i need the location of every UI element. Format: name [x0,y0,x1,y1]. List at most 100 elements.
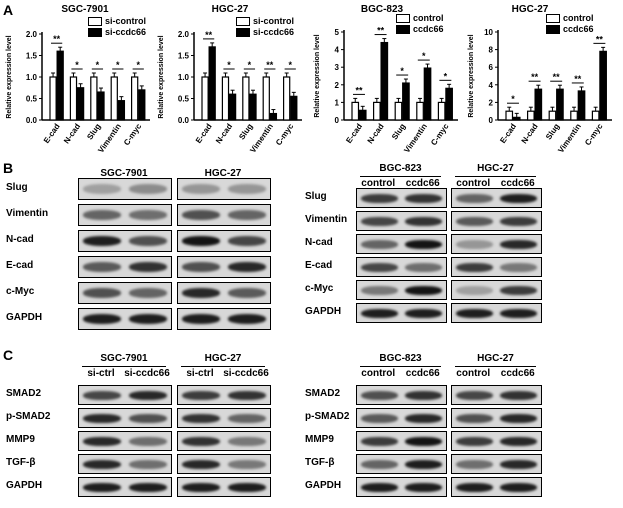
blot-group-title: HGC-27 [204,168,242,179]
y-tick-label: 2.0 [26,30,38,39]
x-tick-label: E-cad [194,122,214,145]
blot-strip [177,454,271,474]
blot-strip [177,385,271,405]
blot-strip [451,257,542,277]
y-tick-label: 4 [489,81,494,90]
protein-band [455,413,493,423]
protein-band [455,239,493,249]
bar-control [591,110,600,121]
bar-treatment [117,100,126,121]
legend-label-control: si-control [105,16,147,26]
lane-label: si-ccdc66 [124,368,170,379]
significance-marker: ** [205,30,213,40]
y-tick-label: 10 [484,28,493,37]
blot-strip [78,385,172,405]
legend-label-control: control [563,13,594,23]
bar-treatment [556,88,564,121]
bar-treatment [534,88,543,121]
blot-strip [356,257,447,277]
x-tick-label: C-myc [274,122,296,148]
blot-group-underline [360,176,441,177]
y-tick-label: 0.5 [178,95,190,104]
blot-strip [356,211,447,231]
protein-band [455,285,493,295]
protein-band [181,236,221,246]
y-tick-label: 5 [335,28,340,37]
bar-treatment [97,91,105,121]
blot-strip [356,454,447,474]
protein-band [360,413,398,423]
protein-band [405,239,443,249]
blot-row-label: Vimentin [6,208,49,219]
significance-marker: ** [355,85,363,95]
x-tick-label: Slug [544,122,561,141]
blot-strip [451,188,542,208]
legend-chart-1: si-control si-ccdc66 [88,16,146,38]
protein-band [82,262,122,272]
lane-label: ccdc66 [500,178,535,189]
bar-control [221,76,230,121]
protein-band [181,288,221,298]
blot-group-underline [181,366,265,367]
protein-band [227,390,267,400]
protein-band [128,184,168,194]
bar-treatment [599,50,607,121]
bar-treatment [577,90,586,121]
blot-row-label: Slug [6,182,28,193]
blot-group-underline [360,366,441,367]
protein-band [227,459,267,469]
y-tick-label: 0.0 [26,116,38,125]
y-tick-label: 0 [335,116,340,125]
blot-row-label: GAPDH [305,306,342,317]
lane-label: ccdc66 [405,368,440,379]
x-tick-label: C-myc [122,122,144,148]
bar-chart-hgc27-knockdown: Relative expression level 0.0 0.5 1.0 1.5 2.0… [158,30,302,155]
lane-label: control [361,368,396,379]
legend-label-treatment: si-ccdc66 [253,27,295,37]
protein-band [405,482,443,492]
significance-marker: * [400,66,404,76]
protein-band [181,262,221,272]
legend-label-control: si-control [253,16,295,26]
blot-strip [78,204,172,226]
protein-band [181,459,221,469]
x-tick-label: E-cad [498,122,518,145]
protein-band [360,285,398,295]
protein-band [500,308,538,318]
bar-treatment [290,95,298,121]
protein-band [82,314,122,324]
protein-band [181,314,221,324]
protein-band [82,413,122,423]
protein-band [360,308,398,318]
bar-treatment [249,93,257,121]
blot-strip [451,408,542,428]
protein-band [500,216,538,226]
bar-control [110,76,118,121]
bar-treatment [358,109,367,121]
bar-control [69,76,78,121]
y-tick-label: 0.0 [178,116,190,125]
protein-band [500,459,538,469]
blot-strip [451,454,542,474]
legend-swatch-control [396,14,410,24]
y-tick-label: 2 [335,81,340,90]
legend-swatch-control [236,17,250,27]
protein-band [128,210,168,220]
blot-row-label: c-Myc [6,286,35,297]
blot-strip [177,408,271,428]
protein-band [181,390,221,400]
protein-band [405,216,443,226]
blot-strip [78,178,172,200]
bar-control [201,76,209,121]
significance-marker: * [288,60,292,70]
blot-strip [177,308,271,330]
protein-band [455,193,493,203]
bar-control [394,101,403,121]
blot-strip [451,211,542,231]
y-tick-label: 1.5 [178,52,190,61]
y-tick-label: 1.0 [178,73,190,82]
bar-treatment [512,116,521,121]
y-tick-label: 3 [335,63,340,72]
y-tick-label: 1.0 [26,73,38,82]
blot-row-label: c-Myc [305,283,334,294]
